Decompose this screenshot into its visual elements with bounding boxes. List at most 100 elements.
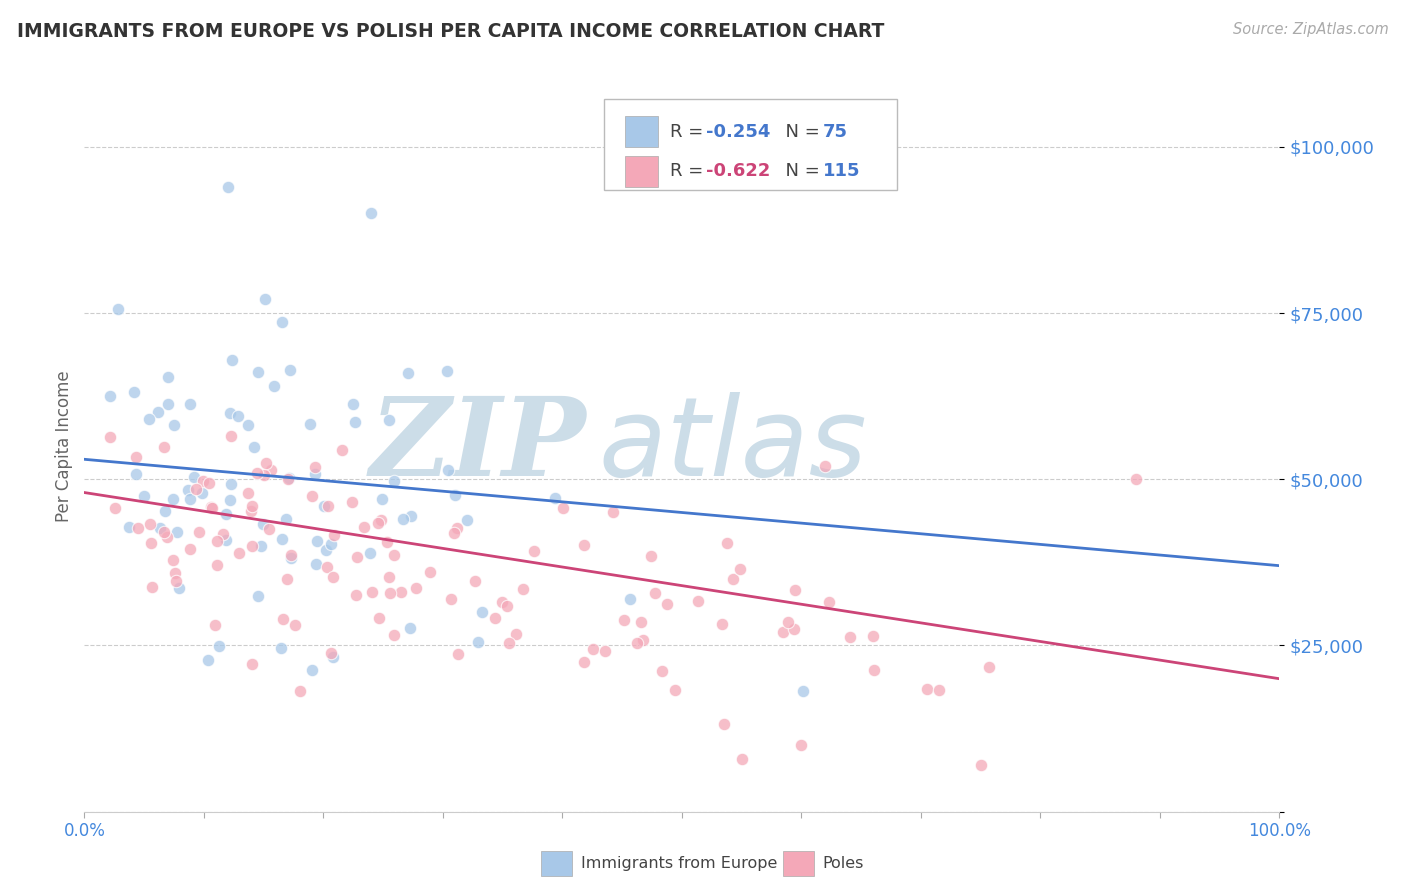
Point bbox=[444, 488, 467, 502]
Text: Poles: Poles bbox=[823, 856, 863, 871]
Point bbox=[456, 513, 478, 527]
Point bbox=[602, 505, 624, 519]
Point bbox=[204, 618, 226, 632]
Point bbox=[346, 549, 368, 564]
Point bbox=[368, 611, 391, 625]
Point bbox=[716, 536, 738, 550]
Point bbox=[247, 589, 270, 603]
Point bbox=[377, 413, 399, 427]
Point bbox=[572, 655, 595, 669]
Point bbox=[728, 562, 751, 576]
Point bbox=[818, 595, 841, 609]
Point bbox=[236, 417, 259, 432]
Point bbox=[276, 512, 298, 526]
Point bbox=[240, 499, 263, 513]
Point bbox=[446, 521, 468, 535]
Text: ZIP: ZIP bbox=[370, 392, 586, 500]
Point bbox=[252, 517, 274, 532]
Point bbox=[544, 491, 567, 505]
Text: atlas: atlas bbox=[599, 392, 868, 500]
Point bbox=[197, 653, 219, 667]
Point bbox=[271, 612, 294, 626]
Point bbox=[522, 543, 544, 558]
Point bbox=[353, 520, 375, 534]
Point bbox=[792, 684, 814, 698]
Text: Immigrants from Europe: Immigrants from Europe bbox=[581, 856, 778, 871]
Point bbox=[375, 534, 398, 549]
Point bbox=[343, 415, 366, 429]
Point bbox=[186, 482, 208, 496]
Point bbox=[176, 483, 198, 497]
Point bbox=[104, 501, 127, 516]
Point bbox=[399, 508, 422, 523]
Point bbox=[205, 558, 228, 573]
Point bbox=[655, 597, 678, 611]
Point bbox=[315, 559, 337, 574]
Point bbox=[118, 520, 141, 534]
Point bbox=[156, 530, 179, 544]
Point bbox=[640, 549, 662, 563]
Point bbox=[319, 646, 342, 660]
Point bbox=[205, 533, 228, 548]
Point bbox=[240, 539, 263, 553]
Point bbox=[217, 179, 239, 194]
Point bbox=[139, 535, 162, 549]
Point bbox=[572, 538, 595, 552]
Point bbox=[664, 683, 686, 698]
Point bbox=[141, 581, 163, 595]
Point bbox=[152, 440, 174, 454]
Point bbox=[198, 476, 221, 491]
Point bbox=[392, 511, 415, 525]
Point bbox=[191, 486, 214, 500]
Point bbox=[370, 512, 392, 526]
Point bbox=[191, 474, 214, 488]
Point bbox=[162, 553, 184, 567]
Point bbox=[551, 500, 574, 515]
Point bbox=[361, 584, 384, 599]
Point bbox=[125, 467, 148, 481]
Point bbox=[167, 581, 190, 595]
Point bbox=[277, 472, 299, 486]
Point bbox=[221, 428, 243, 442]
Point bbox=[100, 429, 122, 443]
Point bbox=[862, 629, 884, 643]
Point bbox=[98, 389, 121, 403]
Point bbox=[243, 440, 266, 454]
Point bbox=[246, 365, 269, 379]
Point bbox=[382, 549, 405, 563]
Point bbox=[162, 491, 184, 506]
Point bbox=[436, 463, 458, 477]
Point bbox=[783, 622, 806, 636]
Point bbox=[322, 570, 344, 584]
Point bbox=[711, 616, 734, 631]
Point bbox=[304, 459, 326, 474]
Point bbox=[166, 525, 188, 540]
Point bbox=[785, 582, 807, 597]
Point bbox=[436, 364, 458, 378]
Point bbox=[464, 574, 486, 588]
Point bbox=[138, 411, 160, 425]
Point bbox=[155, 504, 177, 518]
Point bbox=[139, 517, 162, 532]
Point bbox=[970, 758, 993, 772]
Point bbox=[307, 534, 329, 549]
Point bbox=[305, 557, 328, 571]
Point bbox=[107, 301, 129, 316]
Point bbox=[723, 572, 745, 586]
Point bbox=[419, 566, 441, 580]
Point bbox=[276, 572, 298, 586]
Text: R =: R = bbox=[671, 123, 709, 141]
Point bbox=[772, 624, 794, 639]
Point bbox=[467, 634, 489, 648]
Point bbox=[839, 630, 862, 644]
Point bbox=[321, 537, 343, 551]
Point bbox=[440, 591, 463, 606]
Point bbox=[367, 516, 389, 531]
Point bbox=[484, 611, 506, 625]
Point bbox=[371, 491, 394, 506]
Point bbox=[322, 649, 344, 664]
Text: 115: 115 bbox=[823, 162, 860, 180]
FancyBboxPatch shape bbox=[605, 99, 897, 190]
Point bbox=[228, 546, 250, 560]
Point bbox=[200, 500, 222, 514]
